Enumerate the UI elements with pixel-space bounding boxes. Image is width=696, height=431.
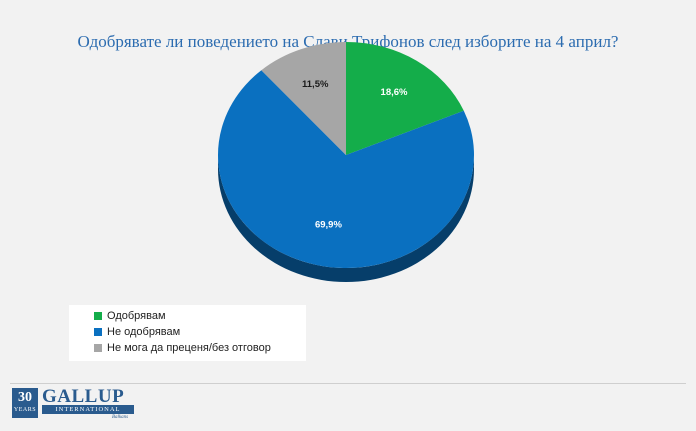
legend-swatch-approve — [94, 312, 102, 320]
logo-region: Balkans — [112, 415, 129, 420]
legend-label-no-answer: Не мога да преценя/без отговор — [107, 342, 271, 354]
legend-swatch-disapprove — [94, 328, 102, 336]
pie-label-disapprove: 69,9% — [315, 219, 342, 230]
legend-label-approve: Одобрявам — [107, 310, 166, 322]
legend-item-approve: Одобрявам — [94, 308, 306, 324]
pie-slice-approve — [346, 42, 464, 155]
pie-slice-no-answer — [261, 42, 346, 155]
footer-divider — [10, 383, 686, 384]
pie-labels: 18,6% 69,9% 11,5% — [302, 79, 408, 230]
legend-item-disapprove: Не одобрявам — [94, 324, 306, 340]
pie-label-no-answer: 11,5% — [302, 79, 329, 90]
legend-item-no-answer: Не мога да преценя/без отговор — [94, 340, 306, 356]
legend-label-disapprove: Не одобрявам — [107, 326, 181, 338]
legend: Одобрявам Не одобрявам Не мога да прецен… — [69, 305, 306, 361]
logo-sub: INTERNATIONAL — [42, 405, 134, 414]
legend-swatch-no-answer — [94, 344, 102, 352]
pie-label-approve: 18,6% — [381, 87, 408, 98]
pie-top — [217, 42, 475, 268]
gallup-logo: 30 YEARS GALLUP INTERNATIONAL Balkans — [12, 386, 162, 422]
chart-title: Одобрявате ли поведението на Слави Трифо… — [77, 32, 619, 51]
logo-years-word: YEARS — [13, 407, 37, 413]
logo-brand: GALLUP — [42, 386, 125, 407]
logo-years-number: 30 — [18, 390, 32, 405]
logo-years-badge: 30 YEARS — [12, 388, 38, 418]
pie-slice-disapprove — [217, 70, 475, 268]
